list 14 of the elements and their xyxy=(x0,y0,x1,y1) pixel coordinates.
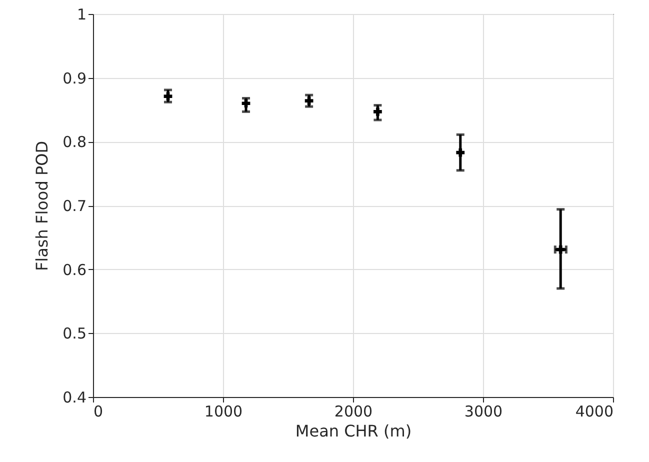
y-tick-label: 0.7 xyxy=(62,197,86,215)
x-axis-title: Mean CHR (m) xyxy=(295,422,412,440)
y-tick-label: 0.4 xyxy=(62,388,86,406)
y-tick-label: 0.6 xyxy=(62,260,86,279)
x-tick-label: 3000 xyxy=(464,402,503,420)
x-tick-label: 0 xyxy=(94,402,104,420)
y-tick-label: 0.5 xyxy=(62,324,86,343)
x-tick-label: 2000 xyxy=(334,402,373,420)
y-axis-title: Flash Flood POD xyxy=(32,140,52,272)
y-tick-label: 0.8 xyxy=(62,133,86,152)
x-tick-label: 4000 xyxy=(575,402,614,420)
y-tick-label: 0.9 xyxy=(62,69,86,88)
x-tick-label: 1000 xyxy=(204,402,243,420)
y-tick-label: 1 xyxy=(76,6,86,24)
